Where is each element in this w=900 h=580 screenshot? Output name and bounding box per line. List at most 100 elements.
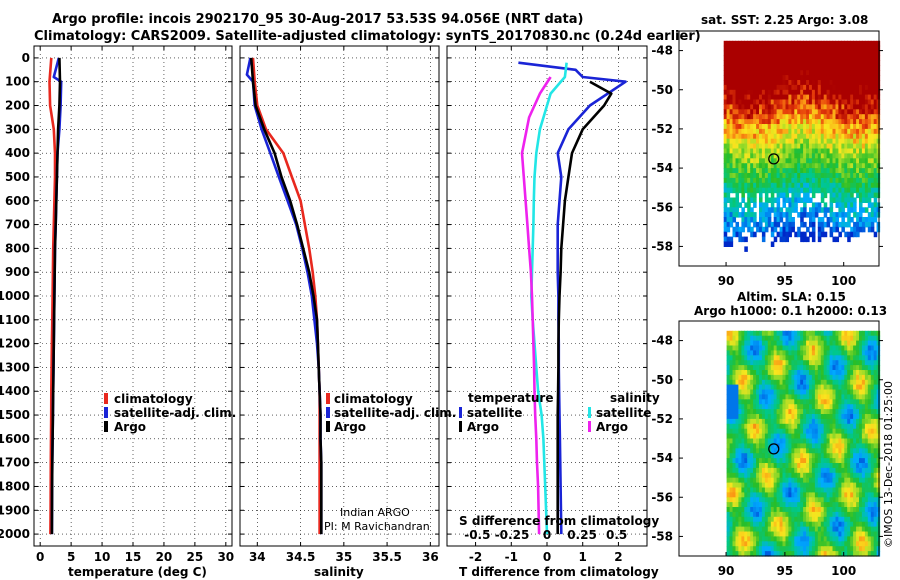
map-cell bbox=[832, 389, 837, 395]
map-cell bbox=[732, 70, 737, 76]
map-cell bbox=[741, 226, 745, 233]
map-cell bbox=[820, 443, 825, 449]
map-cell bbox=[759, 153, 763, 159]
map-cell bbox=[826, 335, 831, 342]
map-cell bbox=[735, 497, 740, 503]
map-cell bbox=[811, 443, 816, 449]
map-cell bbox=[759, 212, 763, 218]
map-cell bbox=[776, 177, 781, 184]
map-cell bbox=[759, 345, 763, 351]
map-cell bbox=[764, 458, 769, 464]
map-cell bbox=[873, 168, 878, 174]
map-cell bbox=[806, 428, 810, 435]
map-cell bbox=[864, 536, 869, 542]
map-cell bbox=[835, 482, 840, 489]
map-cell bbox=[773, 443, 778, 449]
map-cell bbox=[779, 541, 784, 547]
map-cell bbox=[864, 84, 869, 91]
map-cell bbox=[835, 340, 840, 347]
map-cell bbox=[782, 70, 787, 76]
map-cell bbox=[735, 551, 740, 557]
map-cell bbox=[773, 207, 778, 213]
map-cell bbox=[785, 477, 790, 484]
map-cell bbox=[761, 94, 766, 101]
map-cell bbox=[817, 374, 822, 381]
map-cell bbox=[853, 89, 857, 96]
x-tick-label: 0 bbox=[36, 550, 44, 564]
map-cell bbox=[776, 207, 781, 213]
map-cell bbox=[782, 472, 787, 479]
map-cell bbox=[723, 104, 728, 110]
map-cell bbox=[744, 119, 748, 125]
map-cell bbox=[782, 502, 787, 508]
map-cell bbox=[832, 404, 837, 410]
map-cell bbox=[829, 511, 834, 518]
map-cell bbox=[826, 75, 831, 81]
map-cell bbox=[823, 104, 828, 110]
s-diff-tick-label: -0.25 bbox=[495, 528, 530, 542]
map-cell bbox=[797, 99, 801, 105]
map-cell bbox=[788, 177, 792, 184]
map-cell bbox=[747, 350, 751, 356]
map-cell bbox=[861, 60, 866, 66]
map-cell bbox=[797, 418, 801, 425]
map-cell bbox=[747, 345, 751, 351]
map-cell bbox=[832, 45, 837, 52]
map-cell bbox=[844, 99, 848, 105]
map-cell bbox=[806, 423, 810, 430]
map-cell bbox=[747, 507, 751, 513]
map-cell bbox=[738, 340, 742, 347]
map-cell bbox=[811, 531, 816, 537]
argo-position-marker bbox=[768, 443, 780, 455]
map-cell bbox=[861, 516, 866, 523]
map-cell bbox=[741, 187, 745, 194]
map-cell bbox=[773, 418, 778, 425]
map-cell bbox=[820, 119, 825, 125]
map-cell bbox=[726, 492, 731, 498]
map-cell bbox=[729, 241, 734, 247]
map-cell bbox=[823, 124, 828, 130]
map-cell bbox=[832, 531, 837, 537]
map-cell bbox=[738, 546, 742, 552]
map-cell bbox=[735, 70, 740, 76]
map-cell bbox=[753, 138, 757, 145]
map-cell bbox=[841, 109, 845, 115]
map-cell bbox=[806, 182, 810, 189]
map-cell bbox=[867, 467, 872, 474]
map-cell bbox=[817, 467, 822, 474]
map-cell bbox=[876, 418, 881, 425]
map-cell bbox=[776, 541, 781, 547]
map-cell bbox=[738, 463, 742, 469]
map-cell bbox=[856, 433, 860, 440]
map-cell bbox=[838, 492, 842, 498]
map-cell bbox=[729, 350, 734, 356]
map-cell bbox=[750, 173, 754, 179]
map-cell bbox=[761, 173, 766, 179]
map-cell bbox=[853, 231, 857, 238]
map-cell bbox=[779, 448, 784, 454]
map-cell bbox=[847, 546, 851, 552]
map-cell bbox=[759, 546, 763, 552]
map-cell bbox=[870, 124, 875, 130]
map-cell bbox=[761, 99, 766, 105]
map-cell bbox=[785, 143, 790, 150]
map-cell bbox=[723, 133, 728, 140]
map-cell bbox=[738, 89, 742, 96]
map-cell bbox=[861, 109, 866, 115]
map-cell bbox=[823, 414, 828, 420]
map-cell bbox=[826, 50, 831, 57]
map-cell bbox=[814, 70, 819, 76]
map-cell bbox=[726, 482, 731, 489]
map-cell bbox=[761, 526, 766, 533]
map-cell bbox=[800, 497, 804, 503]
map-cell bbox=[770, 350, 775, 356]
map-cell bbox=[741, 153, 745, 159]
map-cell bbox=[853, 50, 857, 57]
map-cell bbox=[770, 65, 775, 71]
map-cell bbox=[732, 124, 737, 130]
map-cell bbox=[794, 497, 798, 503]
map-cell bbox=[817, 541, 822, 547]
map-cell bbox=[797, 153, 801, 159]
map-cell bbox=[794, 399, 798, 405]
map-cell bbox=[826, 114, 831, 120]
